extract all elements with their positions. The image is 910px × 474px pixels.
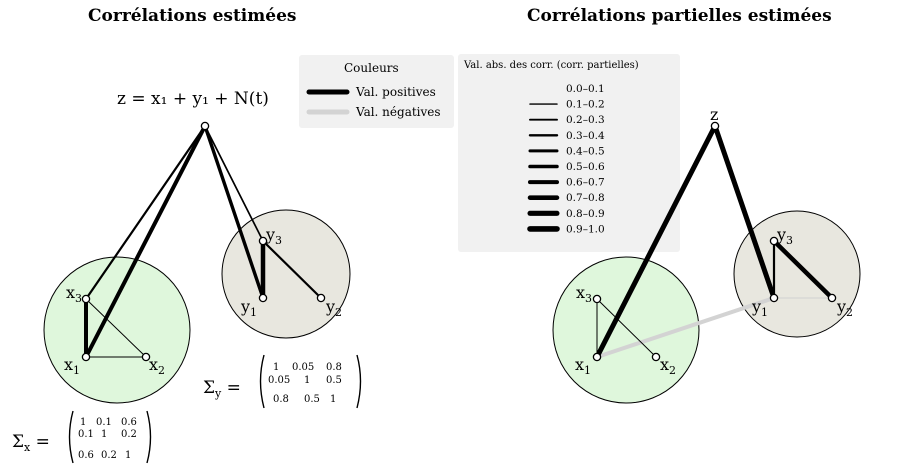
node-y2-right <box>827 293 837 303</box>
legend-width-label: 0.4–0.5 <box>566 145 605 157</box>
right-nodes <box>592 121 837 362</box>
label-x3-right: x3 <box>576 283 592 305</box>
svg-text:1: 1 <box>80 417 86 428</box>
edge-z-x1-right <box>594 123 718 360</box>
sigma-y-subscript: y <box>214 387 222 400</box>
x-group-circle-right <box>552 256 700 404</box>
legend-negative-label: Val. négatives <box>355 105 441 119</box>
edge-x1-y1-negative <box>595 296 776 359</box>
svg-text:1: 1 <box>304 375 310 386</box>
svg-text:0.5: 0.5 <box>304 394 320 405</box>
svg-text:0.1: 0.1 <box>78 429 94 440</box>
sigma-y-symbol: Σ <box>203 378 215 398</box>
label-x2-left: x2 <box>149 355 165 377</box>
equation-label: z = x₁ + y₁ + N(t) <box>117 89 269 109</box>
right-panel-title: Corrélations partielles estimées <box>527 6 832 26</box>
node-x1-left <box>81 352 91 362</box>
sigma-x-matrix: Σx = 1 0.1 0.6 0.1 1 0.2 0.6 0.2 1 <box>12 410 152 464</box>
sigma-y-matrix: Σy = 1 0.05 0.8 0.05 1 0.5 0.8 0.5 1 <box>203 354 362 409</box>
edge-y3-y2-right <box>771 238 835 301</box>
left-panel-title: Corrélations estimées <box>88 6 297 26</box>
node-y2-left <box>316 293 326 303</box>
edge-z-y1-right <box>712 123 777 301</box>
node-y3-right <box>769 236 779 246</box>
label-y3-right: y3 <box>776 225 793 247</box>
legend-width-label: 0.6–0.7 <box>566 177 605 189</box>
svg-text:1: 1 <box>125 450 131 461</box>
node-y3-left <box>258 236 268 246</box>
label-x1-left: x1 <box>64 355 80 377</box>
y-group-circle-right <box>733 210 861 338</box>
legend-colors: Couleurs Val. positives Val. négatives <box>299 55 454 128</box>
svg-text:1: 1 <box>273 362 279 373</box>
sigma-x-subscript: x <box>24 441 31 454</box>
svg-text:0.2: 0.2 <box>121 429 137 440</box>
node-x3-left <box>81 294 91 304</box>
label-y2-right: y2 <box>836 297 853 319</box>
left-edges <box>84 124 323 359</box>
svg-text:0.1: 0.1 <box>96 417 112 428</box>
svg-text:0.8: 0.8 <box>326 362 342 373</box>
legend-positive-label: Val. positives <box>355 85 436 99</box>
svg-text:1: 1 <box>101 429 107 440</box>
node-x2-left <box>141 352 151 362</box>
edge-x3-x2 <box>85 298 147 358</box>
edge-z-y1 <box>203 124 265 300</box>
node-z-right <box>710 121 720 131</box>
legend-width-label: 0.8–0.9 <box>566 208 605 220</box>
label-y3-left: y3 <box>265 225 282 247</box>
svg-text:1: 1 <box>330 394 336 405</box>
legend-colors-title: Couleurs <box>344 61 399 75</box>
legend-widths-title: Val. abs. des corr. (corr. partielles) <box>463 60 639 71</box>
node-y1-left <box>258 293 268 303</box>
label-z-right: z <box>710 105 718 124</box>
node-x2-right <box>651 352 661 362</box>
y-group-circle <box>221 209 351 339</box>
svg-text:0.05: 0.05 <box>292 362 314 373</box>
right-edges <box>594 123 835 360</box>
edge-z-x3 <box>84 124 207 301</box>
label-x1-right: x1 <box>575 355 591 377</box>
x-group-circle <box>43 256 191 404</box>
sigma-x-symbol: Σ <box>12 432 24 452</box>
edge-y3-y2 <box>261 239 323 300</box>
label-y1-left: y1 <box>240 297 257 319</box>
label-x3-left: x3 <box>66 283 82 305</box>
left-nodes <box>81 121 326 362</box>
svg-text:0.6: 0.6 <box>121 417 137 428</box>
svg-text:0.5: 0.5 <box>326 375 342 386</box>
label-y1-right: y1 <box>751 297 768 319</box>
node-x3-right <box>592 294 602 304</box>
legend-widths: Val. abs. des corr. (corr. partielles) 0… <box>458 54 680 252</box>
edge-z-y3 <box>204 125 264 242</box>
svg-text:Σy =: Σy = <box>203 378 241 400</box>
node-y1-right <box>769 293 779 303</box>
node-z-left <box>200 121 210 131</box>
legend-width-label: 0.2–0.3 <box>566 114 605 126</box>
legend-width-label: 0.1–0.2 <box>566 99 605 111</box>
legend-width-label: 0.5–0.6 <box>566 161 605 173</box>
legend-width-label: 0.0–0.1 <box>566 83 605 95</box>
legend-width-label: 0.9–1.0 <box>566 223 605 235</box>
svg-text:0.6: 0.6 <box>78 450 94 461</box>
label-x2-right: x2 <box>660 355 676 377</box>
legend-width-label: 0.7–0.8 <box>566 192 605 204</box>
legend-width-label: 0.3–0.4 <box>566 130 605 142</box>
svg-text:0.05: 0.05 <box>268 375 290 386</box>
label-y2-left: y2 <box>325 297 342 319</box>
svg-text:Σx =: Σx = <box>12 432 50 454</box>
edge-x3-x2-right <box>596 298 657 358</box>
svg-text:0.2: 0.2 <box>101 450 117 461</box>
node-x1-right <box>592 352 602 362</box>
svg-text:0.8: 0.8 <box>273 394 289 405</box>
